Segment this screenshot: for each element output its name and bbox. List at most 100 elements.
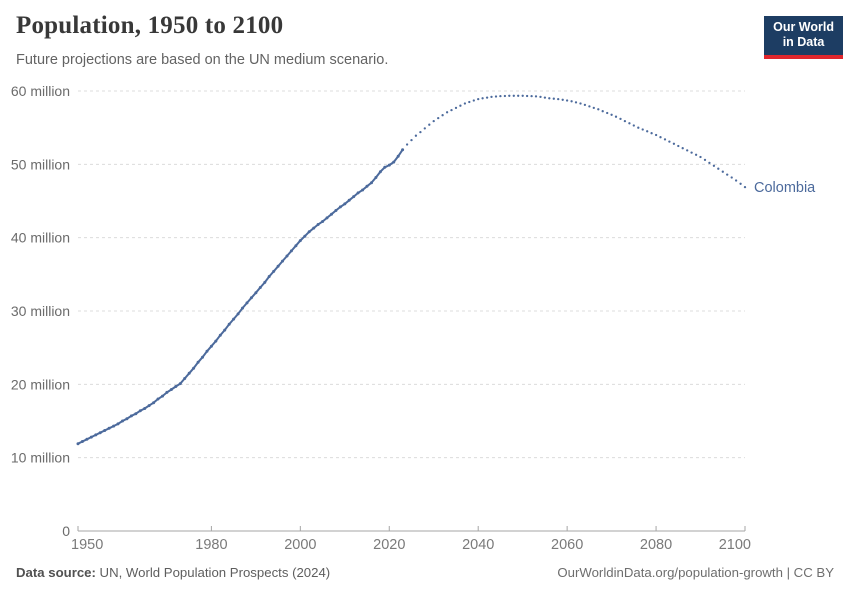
data-point[interactable] [321,220,325,223]
data-point[interactable] [152,401,156,405]
projection-dot[interactable] [494,95,498,98]
projection-dot[interactable] [485,96,489,99]
data-point[interactable] [187,371,191,375]
projection-dot[interactable] [517,94,520,97]
data-point[interactable] [214,339,218,343]
projection-dot[interactable] [405,143,409,146]
projection-dot[interactable] [592,106,595,110]
projection-dot[interactable] [490,95,493,99]
data-point[interactable] [263,280,267,284]
projection-dot[interactable] [699,155,702,159]
data-point[interactable] [325,216,329,220]
projection-dot[interactable] [548,97,551,100]
data-point[interactable] [98,431,102,435]
data-point[interactable] [94,433,98,437]
projection-dot[interactable] [454,106,458,110]
projection-dot[interactable] [401,148,404,151]
data-point[interactable] [205,349,209,353]
data-point[interactable] [258,286,262,289]
data-point[interactable] [365,184,369,188]
projection-dot[interactable] [646,130,649,133]
projection-dot[interactable] [414,134,418,137]
projection-dot[interactable] [481,97,484,100]
projection-dot[interactable] [428,123,431,126]
data-point[interactable] [192,366,196,370]
data-point[interactable] [298,239,302,243]
projection-dot[interactable] [614,115,618,118]
projection-dot[interactable] [441,114,444,117]
projection-dot[interactable] [610,113,613,116]
data-point[interactable] [156,397,160,401]
projection-dot[interactable] [432,119,435,123]
data-point[interactable] [161,394,164,398]
data-point[interactable] [281,259,284,263]
data-point[interactable] [387,163,391,167]
projection-dot[interactable] [472,99,475,102]
data-point[interactable] [289,249,293,253]
projection-dot[interactable] [623,119,627,123]
data-point[interactable] [85,437,89,441]
projection-dot[interactable] [601,110,604,113]
projection-dot[interactable] [694,153,698,156]
data-point[interactable] [330,212,333,216]
projection-dot[interactable] [663,138,667,141]
data-point[interactable] [343,202,347,206]
projection-dot[interactable] [557,97,560,101]
data-point[interactable] [121,419,124,423]
projection-dot[interactable] [690,151,693,154]
data-point[interactable] [383,165,387,169]
data-point[interactable] [138,409,142,413]
projection-dot[interactable] [525,94,529,98]
data-point[interactable] [352,195,356,199]
footer-citation-link[interactable]: OurWorldinData.org/population-growth | C… [557,565,834,580]
projection-dot[interactable] [641,128,644,131]
data-point[interactable] [165,390,169,394]
data-point[interactable] [76,442,80,446]
series-line-historical[interactable] [77,149,404,445]
data-point[interactable] [178,382,182,386]
data-point[interactable] [183,377,187,380]
data-point[interactable] [147,404,151,408]
data-point[interactable] [232,317,236,321]
projection-dot[interactable] [730,176,733,179]
data-point[interactable] [272,269,276,273]
data-point[interactable] [223,328,227,332]
projection-dot[interactable] [437,116,440,120]
data-point[interactable] [276,264,280,268]
data-point[interactable] [241,306,244,310]
projection-dot[interactable] [512,94,515,97]
data-point[interactable] [312,226,316,230]
projection-dot[interactable] [561,98,564,101]
projection-dot[interactable] [503,94,507,98]
projection-dot[interactable] [734,179,738,182]
projection-dot[interactable] [597,108,600,111]
projection-dot[interactable] [543,96,547,99]
data-point[interactable] [249,296,253,300]
projection-dot[interactable] [677,144,680,148]
data-point[interactable] [218,333,222,337]
projection-dot[interactable] [654,133,658,137]
data-point[interactable] [227,322,231,326]
projection-dot[interactable] [708,161,711,165]
data-point[interactable] [267,275,271,278]
data-point[interactable] [103,429,107,432]
projection-dot[interactable] [721,170,724,173]
projection-dot[interactable] [659,136,662,139]
data-point[interactable] [116,422,120,426]
data-point[interactable] [370,181,373,185]
owid-logo[interactable]: Our World in Data [764,16,843,59]
data-point[interactable] [254,291,258,295]
projection-dot[interactable] [459,104,462,107]
projection-dot[interactable] [570,100,573,103]
projection-dot[interactable] [423,127,426,130]
projection-dot[interactable] [717,167,720,170]
data-point[interactable] [209,344,213,348]
projection-dot[interactable] [463,102,467,105]
data-point[interactable] [129,414,133,418]
projection-dot[interactable] [445,111,449,114]
data-point[interactable] [294,244,298,248]
projection-dot[interactable] [410,138,413,142]
series-label-colombia[interactable]: Colombia [754,180,816,196]
projection-dot[interactable] [450,108,453,112]
